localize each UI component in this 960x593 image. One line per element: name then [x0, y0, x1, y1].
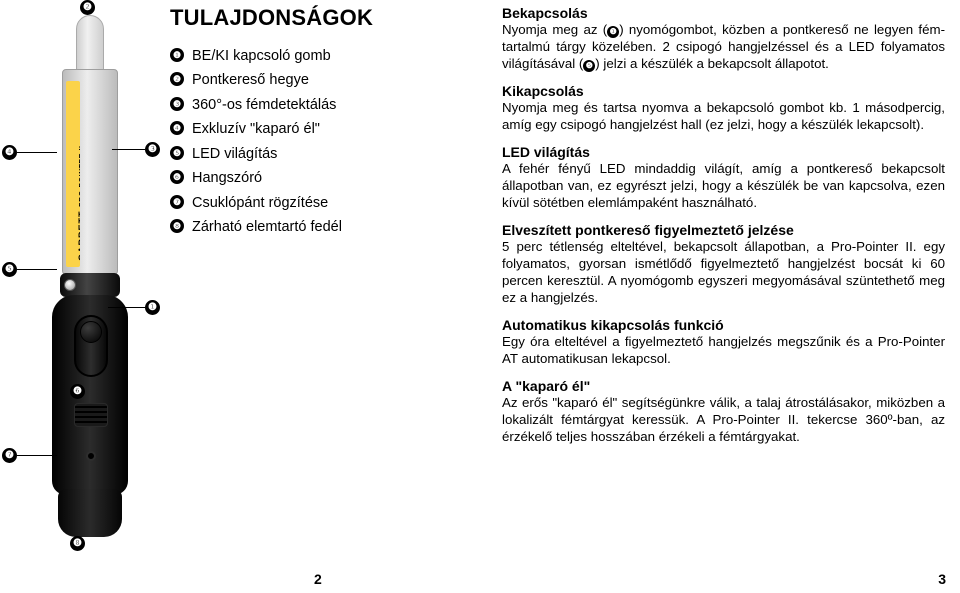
section-power-off: Kikapcsolás Nyomja meg és tartsa nyomva …	[502, 83, 945, 133]
callout-7: ❼	[2, 448, 17, 463]
page-number-left: 2	[314, 571, 322, 587]
list-item: ❸360°-os fémdetektálás	[170, 94, 480, 116]
callout-3: ❸	[145, 142, 160, 157]
section-lost-alert: Elveszített pontkereső figyelmeztető jel…	[502, 222, 945, 306]
device-tip	[76, 15, 104, 73]
callout-8: ❽	[70, 536, 85, 551]
list-item: ❺LED világítás	[170, 143, 480, 165]
device-handle	[52, 295, 128, 495]
device-brand: GARRETT	[77, 211, 80, 262]
list-item: ❽Zárható elemtartó fedél	[170, 216, 480, 238]
section-auto-off: Automatikus kikapcsolás funkció Egy óra …	[502, 317, 945, 367]
callout-1: ❶	[145, 300, 160, 315]
callout-6: ❻	[70, 384, 85, 399]
list-item: ❷Pontkereső hegye	[170, 69, 480, 91]
lanyard-hole-icon	[86, 451, 96, 461]
list-item: ❶BE/KI kapcsoló gomb	[170, 45, 480, 67]
list-item: ❹Exkluzív "kaparó él"	[170, 118, 480, 140]
callout-4: ❹	[2, 145, 17, 160]
section-scraping-edge: A "kaparó él" Az erős "kaparó él" segíts…	[502, 378, 945, 445]
device-label-band: GARRETT PRO-POINTER II	[66, 81, 80, 267]
page-number-right: 3	[938, 571, 946, 587]
list-item: ❼Csuklópánt rögzítése	[170, 192, 480, 214]
power-button	[74, 315, 108, 377]
list-item: ❻Hangszóró	[170, 167, 480, 189]
section-led: LED világítás A fehér fényű LED mindaddi…	[502, 144, 945, 211]
device-collar	[60, 273, 120, 297]
device-diagram: GARRETT PRO-POINTER II ❷ ❸ ❹ ❺ ❶	[0, 0, 165, 593]
section-power-on: Bekapcsolás Nyomja meg az (❶) nyomógombo…	[502, 5, 945, 72]
callout-2: ❷	[80, 0, 95, 15]
feature-list: ❶BE/KI kapcsoló gomb ❷Pontkereső hegye ❸…	[170, 45, 480, 239]
device-model: PRO-POINTER II	[79, 146, 80, 207]
callout-5: ❺	[2, 262, 17, 277]
page-title: TULAJDONSÁGOK	[170, 5, 480, 31]
device: GARRETT PRO-POINTER II	[50, 15, 130, 545]
led-icon	[64, 279, 76, 291]
battery-cap	[58, 489, 122, 537]
speaker-icon	[74, 403, 108, 427]
